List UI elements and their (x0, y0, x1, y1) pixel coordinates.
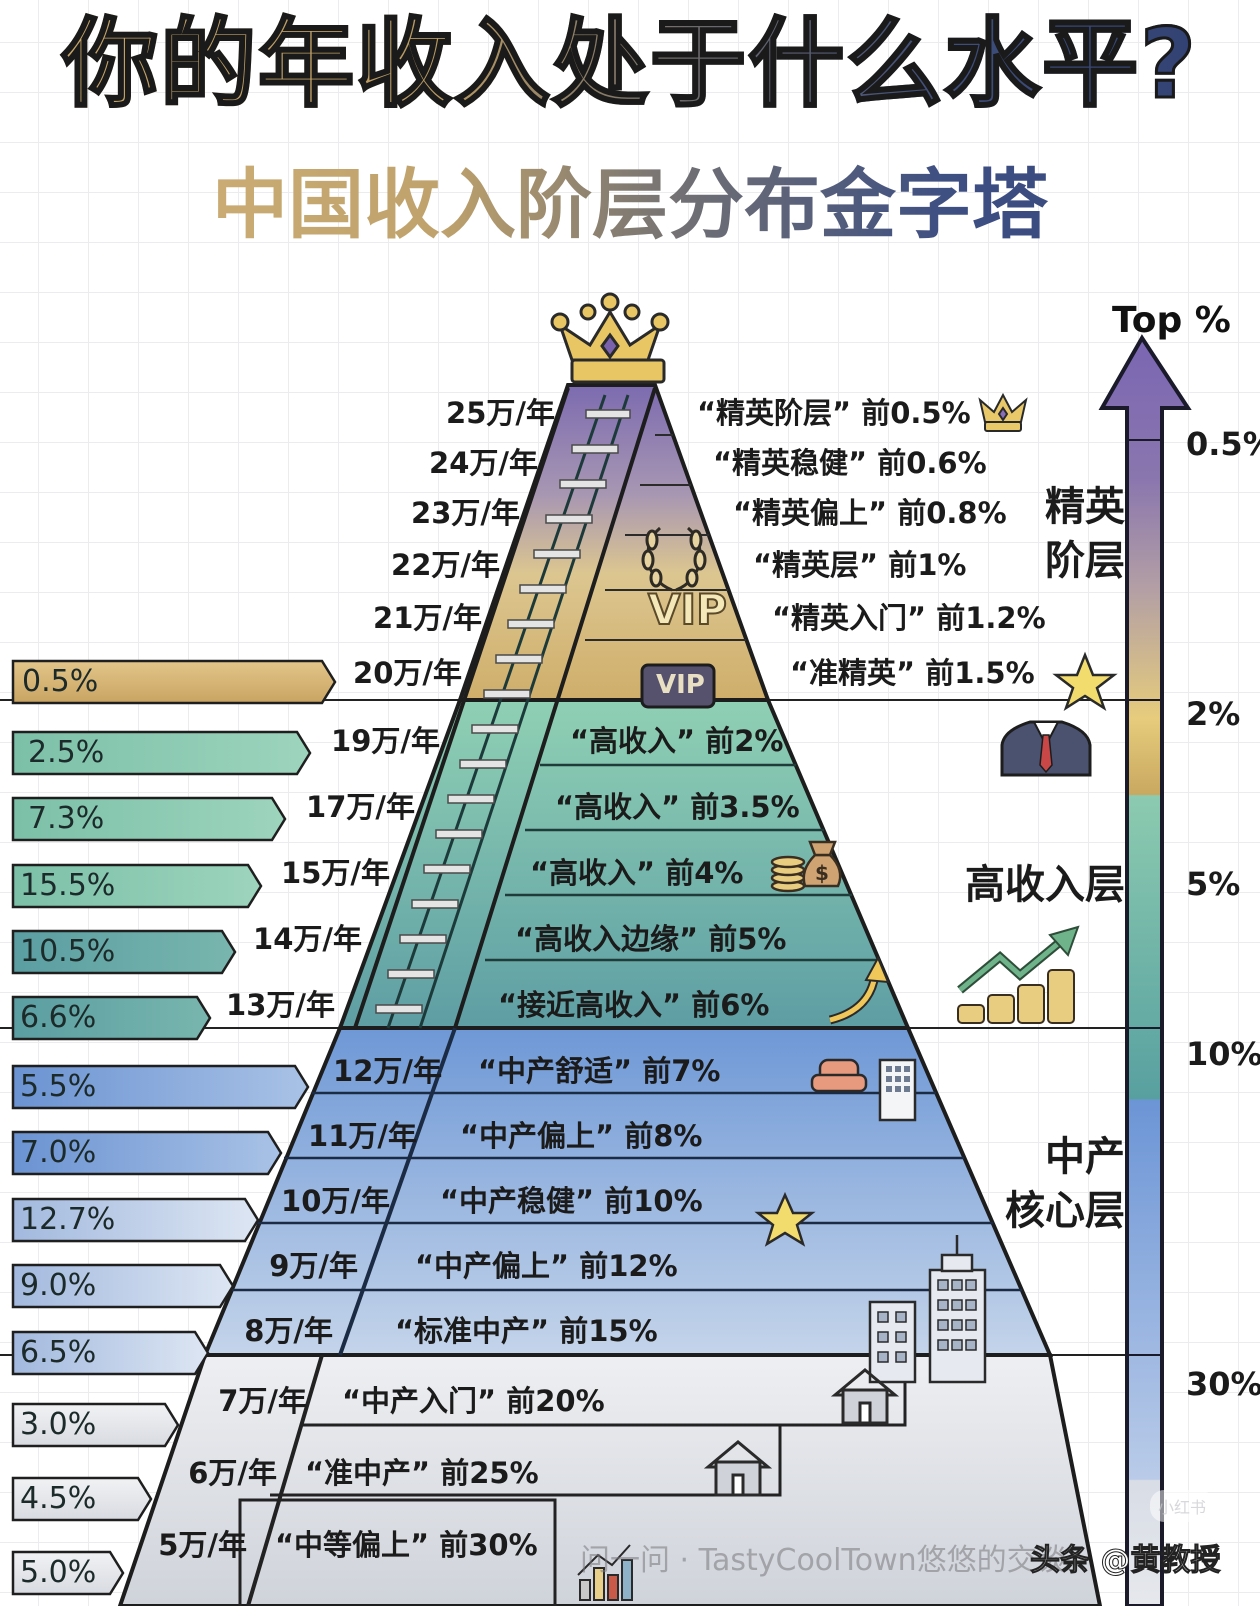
income-label: 21万/年 (373, 601, 482, 635)
tier-label: “准中产” 前25% (305, 1456, 539, 1490)
tier-label: “精英偏上” 前0.8% (733, 496, 1007, 530)
laurel-wreath-icon (641, 526, 707, 592)
income-label: 9万/年 (269, 1249, 358, 1283)
income-label: 7万/年 (218, 1384, 307, 1418)
bar-chart-icon (577, 1544, 633, 1601)
group-label-line: 阶层 (1045, 538, 1125, 584)
share-label: 2.5% (28, 735, 105, 770)
share-label: 12.7% (20, 1202, 116, 1237)
crown-icon (550, 292, 670, 384)
group-label-middle: 中产 核心层 (990, 1130, 1125, 1238)
tier-label: “高收入” 前3.5% (555, 790, 800, 824)
page-title: 你的年收入处于什么水平? (0, 7, 1260, 122)
tier-label: “准精英” 前1.5% (790, 656, 1035, 690)
house-icon-2 (703, 1440, 773, 1497)
group-label-line: 精英 (1045, 484, 1125, 530)
page-subtitle: 中国收入阶层分布金字塔 (0, 160, 1260, 250)
tier-label: “高收入边缘” 前5% (515, 922, 787, 956)
tier-label: “高收入” 前4% (530, 856, 744, 890)
tier-label: “中等偏上” 前30% (275, 1528, 538, 1562)
income-label: 13万/年 (226, 988, 335, 1022)
small-crown-icon (978, 392, 1028, 432)
tier-label: “接近高收入” 前6% (498, 988, 770, 1022)
income-label: 17万/年 (306, 790, 415, 824)
income-label: 24万/年 (429, 446, 538, 480)
income-label: 23万/年 (411, 496, 520, 530)
share-label: 3.0% (20, 1407, 97, 1442)
share-label: 7.3% (28, 801, 105, 836)
armchair-icon (810, 1058, 868, 1093)
share-label: 5.0% (20, 1555, 97, 1590)
top-percent-axis (1098, 334, 1192, 1606)
star-icon (1052, 651, 1118, 711)
tier-label: “中产偏上” 前12% (415, 1249, 678, 1283)
tier-label: “精英入门” 前1.2% (772, 601, 1046, 635)
watermark-right: 头条 @黄教授 (1029, 1543, 1221, 1579)
share-label: 15.5% (20, 868, 116, 903)
tier-label: “精英阶层” 前0.5% (697, 396, 971, 430)
share-label: 6.5% (20, 1335, 97, 1370)
tier-label: “中产稳健” 前10% (440, 1184, 703, 1218)
share-label: 9.0% (20, 1268, 97, 1303)
share-label: 10.5% (20, 934, 116, 969)
vip-ticket-icon (640, 663, 716, 709)
vip-badge-large: VIP (647, 584, 728, 635)
suit-icon (1000, 720, 1092, 777)
tier-label: “中产入门” 前20% (342, 1384, 605, 1418)
income-label: 15万/年 (281, 856, 390, 890)
group-label-elite: 精英 阶层 (1000, 480, 1125, 588)
tier-label: “标准中产” 前15% (395, 1314, 658, 1348)
share-label: 5.5% (20, 1069, 97, 1104)
vip-ticket-text: VIP (656, 670, 705, 700)
curved-arrow-icon (828, 955, 890, 1025)
income-label: 10万/年 (281, 1184, 390, 1218)
axis-tick: 5% (1186, 865, 1241, 903)
share-label: 6.6% (20, 1000, 97, 1035)
tier-label: “高收入” 前2% (570, 724, 784, 758)
growth-coins-icon (957, 925, 1080, 1024)
income-label: 6万/年 (188, 1456, 277, 1490)
share-label: 4.5% (20, 1481, 97, 1516)
svg-text:$: $ (815, 861, 829, 885)
watermark-left: 问一问 · TastyCoolTown悠悠的交谈 (580, 1543, 1067, 1578)
tier-label: “精英层” 前1% (753, 548, 967, 582)
income-label: 20万/年 (353, 656, 462, 690)
income-label: 25万/年 (446, 396, 555, 430)
money-bag-icon: $ (770, 840, 842, 893)
axis-tick: 0.5% (1186, 425, 1260, 463)
share-label: 0.5% (22, 664, 99, 699)
city-buildings-icon (868, 1235, 987, 1384)
axis-tick: 30% (1186, 1365, 1260, 1403)
axis-tick: 2% (1186, 695, 1241, 733)
income-label: 8万/年 (244, 1314, 333, 1348)
house-icon (830, 1368, 900, 1425)
tier-label: “中产偏上” 前8% (460, 1119, 703, 1153)
income-label: 19万/年 (331, 724, 440, 758)
income-label: 12万/年 (333, 1054, 442, 1088)
tier-label: “中产舒适” 前7% (478, 1054, 721, 1088)
axis-tick: 10% (1186, 1035, 1260, 1073)
income-label: 22万/年 (391, 548, 500, 582)
tier-label: “精英稳健” 前0.6% (713, 446, 987, 480)
group-label-line: 中产 (1045, 1134, 1125, 1180)
share-label: 7.0% (20, 1135, 97, 1170)
group-label-high-income: 高收入层 (965, 862, 1125, 908)
office-building-icon (878, 1058, 917, 1122)
income-label: 11万/年 (308, 1119, 417, 1153)
watermark-corner: 小红书 (1150, 1490, 1215, 1522)
group-label-line: 核心层 (1005, 1188, 1125, 1234)
axis-title: Top % (1112, 300, 1231, 341)
income-label: 14万/年 (253, 922, 362, 956)
income-label: 5万/年 (158, 1528, 247, 1562)
star-icon-2 (754, 1191, 816, 1247)
